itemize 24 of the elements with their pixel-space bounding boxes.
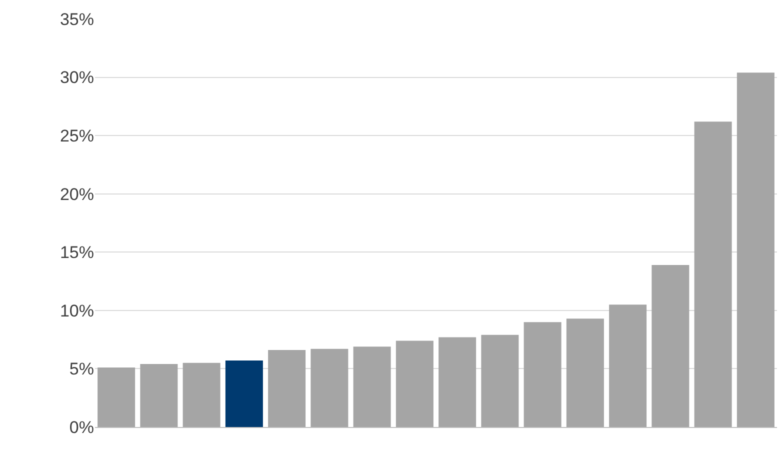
- bar: [736, 72, 774, 427]
- bar: [396, 340, 434, 427]
- bar: [98, 368, 136, 427]
- bar: [225, 360, 263, 427]
- y-tick-label: 20%: [60, 184, 94, 204]
- bar: [481, 334, 519, 427]
- bar: [566, 318, 604, 427]
- bar: [524, 322, 562, 427]
- y-tick-label: 5%: [69, 360, 94, 379]
- y-tick-label: 10%: [60, 301, 94, 320]
- y-tick-label: 0%: [69, 418, 94, 437]
- bar: [182, 362, 220, 427]
- bar: [652, 264, 690, 427]
- bar: [609, 304, 647, 427]
- bar: [268, 350, 306, 427]
- y-tick-label: 35%: [60, 10, 94, 29]
- bar: [694, 122, 732, 427]
- bar: [310, 348, 348, 427]
- y-tick-label: 15%: [60, 243, 94, 262]
- y-tick-label: 25%: [60, 126, 94, 146]
- y-tick-label: 30%: [60, 68, 94, 88]
- bar: [140, 364, 178, 427]
- bar: [353, 346, 391, 427]
- bar: [438, 337, 476, 427]
